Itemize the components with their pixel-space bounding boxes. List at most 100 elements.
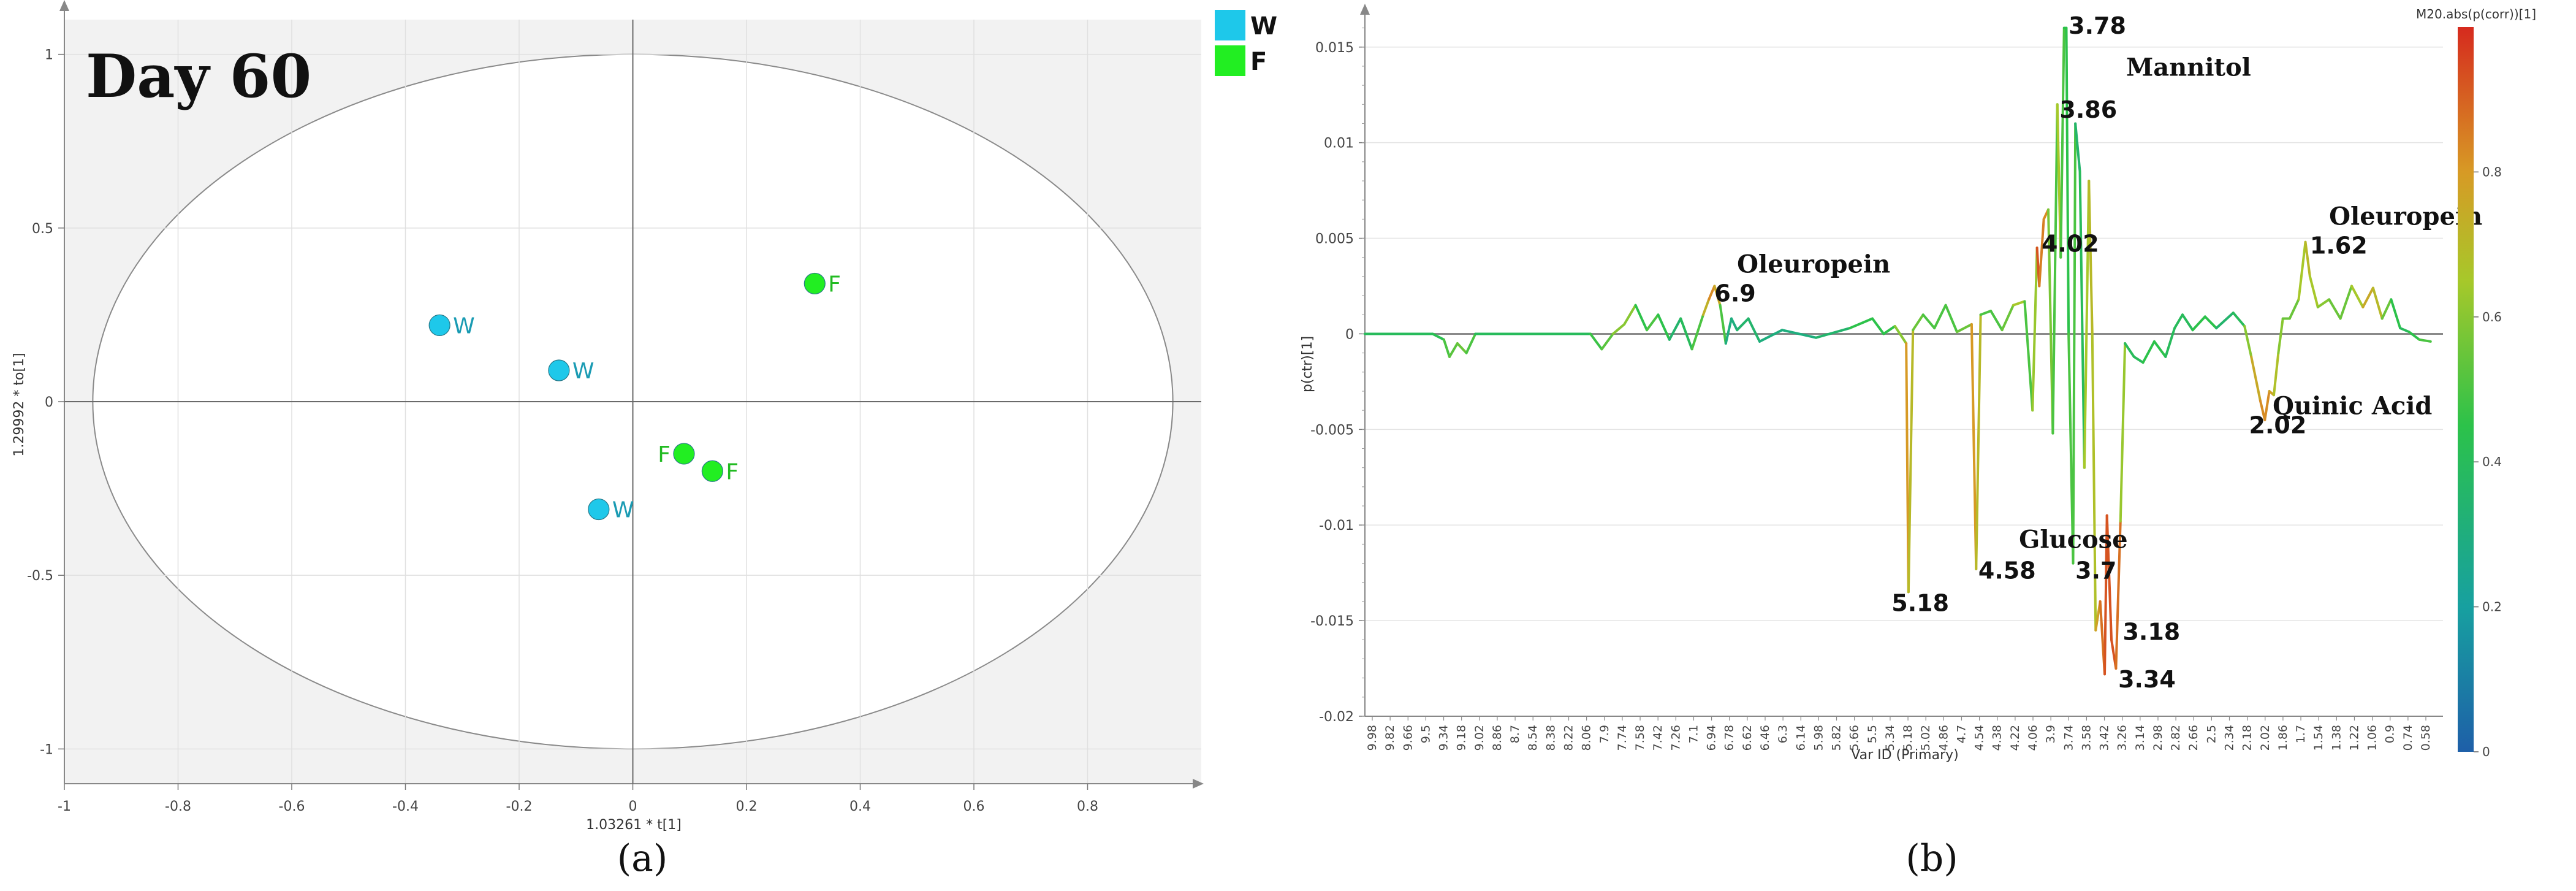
x-tick-label: 2.82 xyxy=(2169,725,2183,751)
line-segment xyxy=(1713,285,1722,307)
peak-label: 4.58 xyxy=(1978,557,2036,584)
line-segment xyxy=(2173,313,2184,330)
x-tick-label: 7.26 xyxy=(1669,725,1682,751)
line-segment xyxy=(2074,122,2081,173)
legend-label-W: W xyxy=(1250,12,1277,40)
line-segment xyxy=(1933,304,1947,330)
x-tick-label: 5.66 xyxy=(1848,725,1861,751)
x-tick-label: 4.06 xyxy=(2026,725,2040,751)
line-segment xyxy=(1871,317,1885,335)
x-tick-label: -0.8 xyxy=(165,799,191,814)
peak-label: 3.18 xyxy=(2122,618,2180,645)
data-points: W W W F F F xyxy=(428,272,841,523)
line-segment xyxy=(2273,351,2280,397)
x-tick-label: 7.9 xyxy=(1598,725,1611,743)
line-segment xyxy=(1442,338,1451,358)
line-segment xyxy=(1611,323,1626,335)
x-axis-label: 1.03261 * t[1] xyxy=(586,817,682,833)
colorbar-tick-label: 0.6 xyxy=(2482,310,2502,324)
point-label: F xyxy=(658,442,671,467)
x-tick-label: 5.98 xyxy=(1812,725,1825,751)
line-segment xyxy=(1589,332,1603,351)
line-segment xyxy=(1634,304,1648,332)
x-tick-label: 1.86 xyxy=(2276,725,2290,751)
line-segment xyxy=(1893,324,1908,345)
x-tick-label: 9.5 xyxy=(1419,725,1432,743)
point-label: W xyxy=(572,359,595,384)
line-segment xyxy=(2316,298,2331,308)
y-axis-arrow xyxy=(59,0,69,11)
chart-title: Day 60 xyxy=(86,42,311,111)
point-label: F xyxy=(828,272,841,297)
x-axis-arrow xyxy=(1193,779,1204,789)
x-tick-label: 3.42 xyxy=(2098,725,2111,751)
line-segment xyxy=(1724,317,1733,345)
x-axis-label: Var ID (Primary) xyxy=(1851,748,1958,763)
line-segment xyxy=(2083,180,2091,469)
x-tick-label: 5.02 xyxy=(1919,725,1932,751)
colorbar-tick-label: 0.2 xyxy=(2482,600,2502,614)
annotations: Mannitol Oleuropein Oleuropein Quinic Acid G… xyxy=(1714,12,2482,693)
panel-a-scatter: -1 -0.8 -0.6 -0.4 -0.2 0 0.2 0.4 0.6 0.8 1 0.5 0 -0.5… xyxy=(12,0,1277,880)
x-tick-label: 7.1 xyxy=(1687,725,1700,743)
x-tick-label: 4.86 xyxy=(1937,725,1950,751)
peak-label: 3.78 xyxy=(2069,12,2126,39)
x-tick-label: 2.34 xyxy=(2223,725,2236,751)
line-segment xyxy=(1747,317,1761,343)
x-tick-label: 1.38 xyxy=(2330,725,2343,751)
x-tick-label: 7.58 xyxy=(1633,725,1647,751)
x-tick-label: 6.3 xyxy=(1776,725,1790,743)
line-segment xyxy=(2124,342,2135,358)
line-segment xyxy=(1979,310,1993,316)
x-tick-label: -0.6 xyxy=(279,799,305,814)
line-segment xyxy=(2263,389,2271,421)
line-segment xyxy=(2088,180,2094,335)
x-tick-label: 1.06 xyxy=(2366,725,2379,751)
x-tick-label: 8.22 xyxy=(1562,725,1575,751)
x-tick-label: 6.14 xyxy=(1794,725,1807,751)
x-tick-label: 9.82 xyxy=(1383,725,1397,751)
line-segment xyxy=(2250,355,2262,402)
colorbar-tick-label: 0.4 xyxy=(2482,454,2502,469)
line-segment xyxy=(2304,240,2311,278)
line-segment xyxy=(1975,313,1982,570)
x-tick-label: 1.7 xyxy=(2294,725,2308,743)
compound-label: Oleuropein xyxy=(2329,202,2482,231)
line-segment xyxy=(1645,313,1660,332)
x-tick-label: 2.98 xyxy=(2151,725,2165,751)
line-segment xyxy=(1431,332,1445,341)
line-segment xyxy=(1907,329,1915,594)
point-W xyxy=(428,314,450,337)
y-tick-label: -0.01 xyxy=(1319,518,1354,533)
x-tick-label: 6.94 xyxy=(1705,725,1719,751)
compound-label: Mannitol xyxy=(2126,53,2251,82)
x-tick-label: 6.78 xyxy=(1723,725,1736,751)
y-tick-label: -0.015 xyxy=(1310,614,1354,629)
line-segment xyxy=(2277,317,2284,354)
line-segment xyxy=(2103,514,2108,676)
x-tick-label: 5.82 xyxy=(1830,725,1844,751)
line-segment xyxy=(1456,342,1468,354)
y-axis-label: 1.29992 * to[1] xyxy=(12,353,27,456)
y-tick-label: -0.5 xyxy=(27,568,53,584)
x-tick-label: 2.66 xyxy=(2187,725,2200,751)
line-segment xyxy=(2012,300,2026,307)
y-tick-label: 0.015 xyxy=(1315,40,1354,56)
line-segment xyxy=(1668,317,1682,341)
x-tick-label: 0.58 xyxy=(2419,725,2433,751)
x-tick-label: 4.22 xyxy=(2008,725,2022,751)
x-tick-label: 8.86 xyxy=(1491,725,1504,751)
x-tick-label: 0.9 xyxy=(2384,725,2397,743)
y-tick-label: 0 xyxy=(1345,327,1354,342)
x-tick-label: -0.2 xyxy=(506,799,533,814)
y-tick-label: 1 xyxy=(45,48,53,63)
line-segment xyxy=(1814,327,1852,339)
x-tick-label: 0.4 xyxy=(849,799,871,814)
line-segment xyxy=(2000,304,2015,332)
x-tick-label: 1.22 xyxy=(2347,725,2361,751)
colorbar-tick-label: 0.8 xyxy=(2482,164,2502,179)
x-tick-label: 8.38 xyxy=(1544,725,1557,751)
line-segment xyxy=(2308,275,2319,308)
point-F xyxy=(673,443,695,465)
line-segment xyxy=(2091,332,2097,632)
